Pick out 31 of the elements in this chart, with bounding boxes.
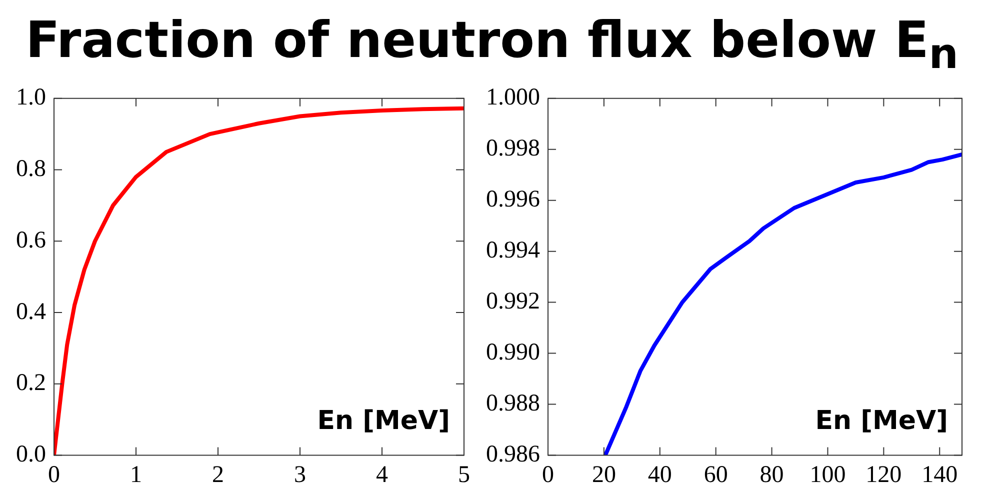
y-tick-label: 0.986 [486, 441, 540, 468]
y-tick-label: 1.000 [486, 84, 540, 111]
x-tick-label: 100 [810, 462, 846, 488]
x-axis-title: En [MeV] [815, 406, 948, 436]
x-tick-label: 60 [704, 462, 728, 488]
x-tick-label: 40 [648, 462, 672, 488]
y-tick-label: 0.2 [16, 370, 46, 396]
y-tick-label: 0.990 [486, 340, 540, 366]
y-tick-label: 0.994 [486, 238, 540, 264]
x-tick-label: 0 [542, 462, 554, 488]
y-tick-label: 0.0 [16, 441, 46, 468]
y-tick-label: 0.6 [16, 227, 46, 254]
chart-title: Fraction of neutron flux below E$_{n}$ [24, 10, 960, 78]
y-tick-label: 0.992 [486, 288, 540, 315]
x-tick-label: 4 [376, 462, 388, 488]
x-tick-label: 20 [592, 462, 616, 488]
y-tick-label: 0.8 [16, 156, 46, 182]
x-tick-label: 5 [458, 462, 470, 488]
x-tick-label: 80 [760, 462, 784, 488]
y-tick-label: 0.996 [486, 186, 540, 213]
y-tick-label: 0.998 [486, 136, 540, 162]
y-tick-label: 0.988 [486, 390, 540, 417]
x-axis-title: En [MeV] [317, 406, 450, 436]
y-tick-label: 0.4 [16, 298, 46, 325]
y-tick-label: 1.0 [16, 84, 46, 111]
x-tick-label: 3 [294, 462, 306, 488]
x-tick-label: 1 [130, 462, 142, 488]
x-tick-label: 0 [48, 462, 60, 488]
x-tick-label: 2 [212, 462, 224, 488]
x-tick-label: 140 [922, 462, 958, 488]
x-tick-label: 120 [866, 462, 902, 488]
